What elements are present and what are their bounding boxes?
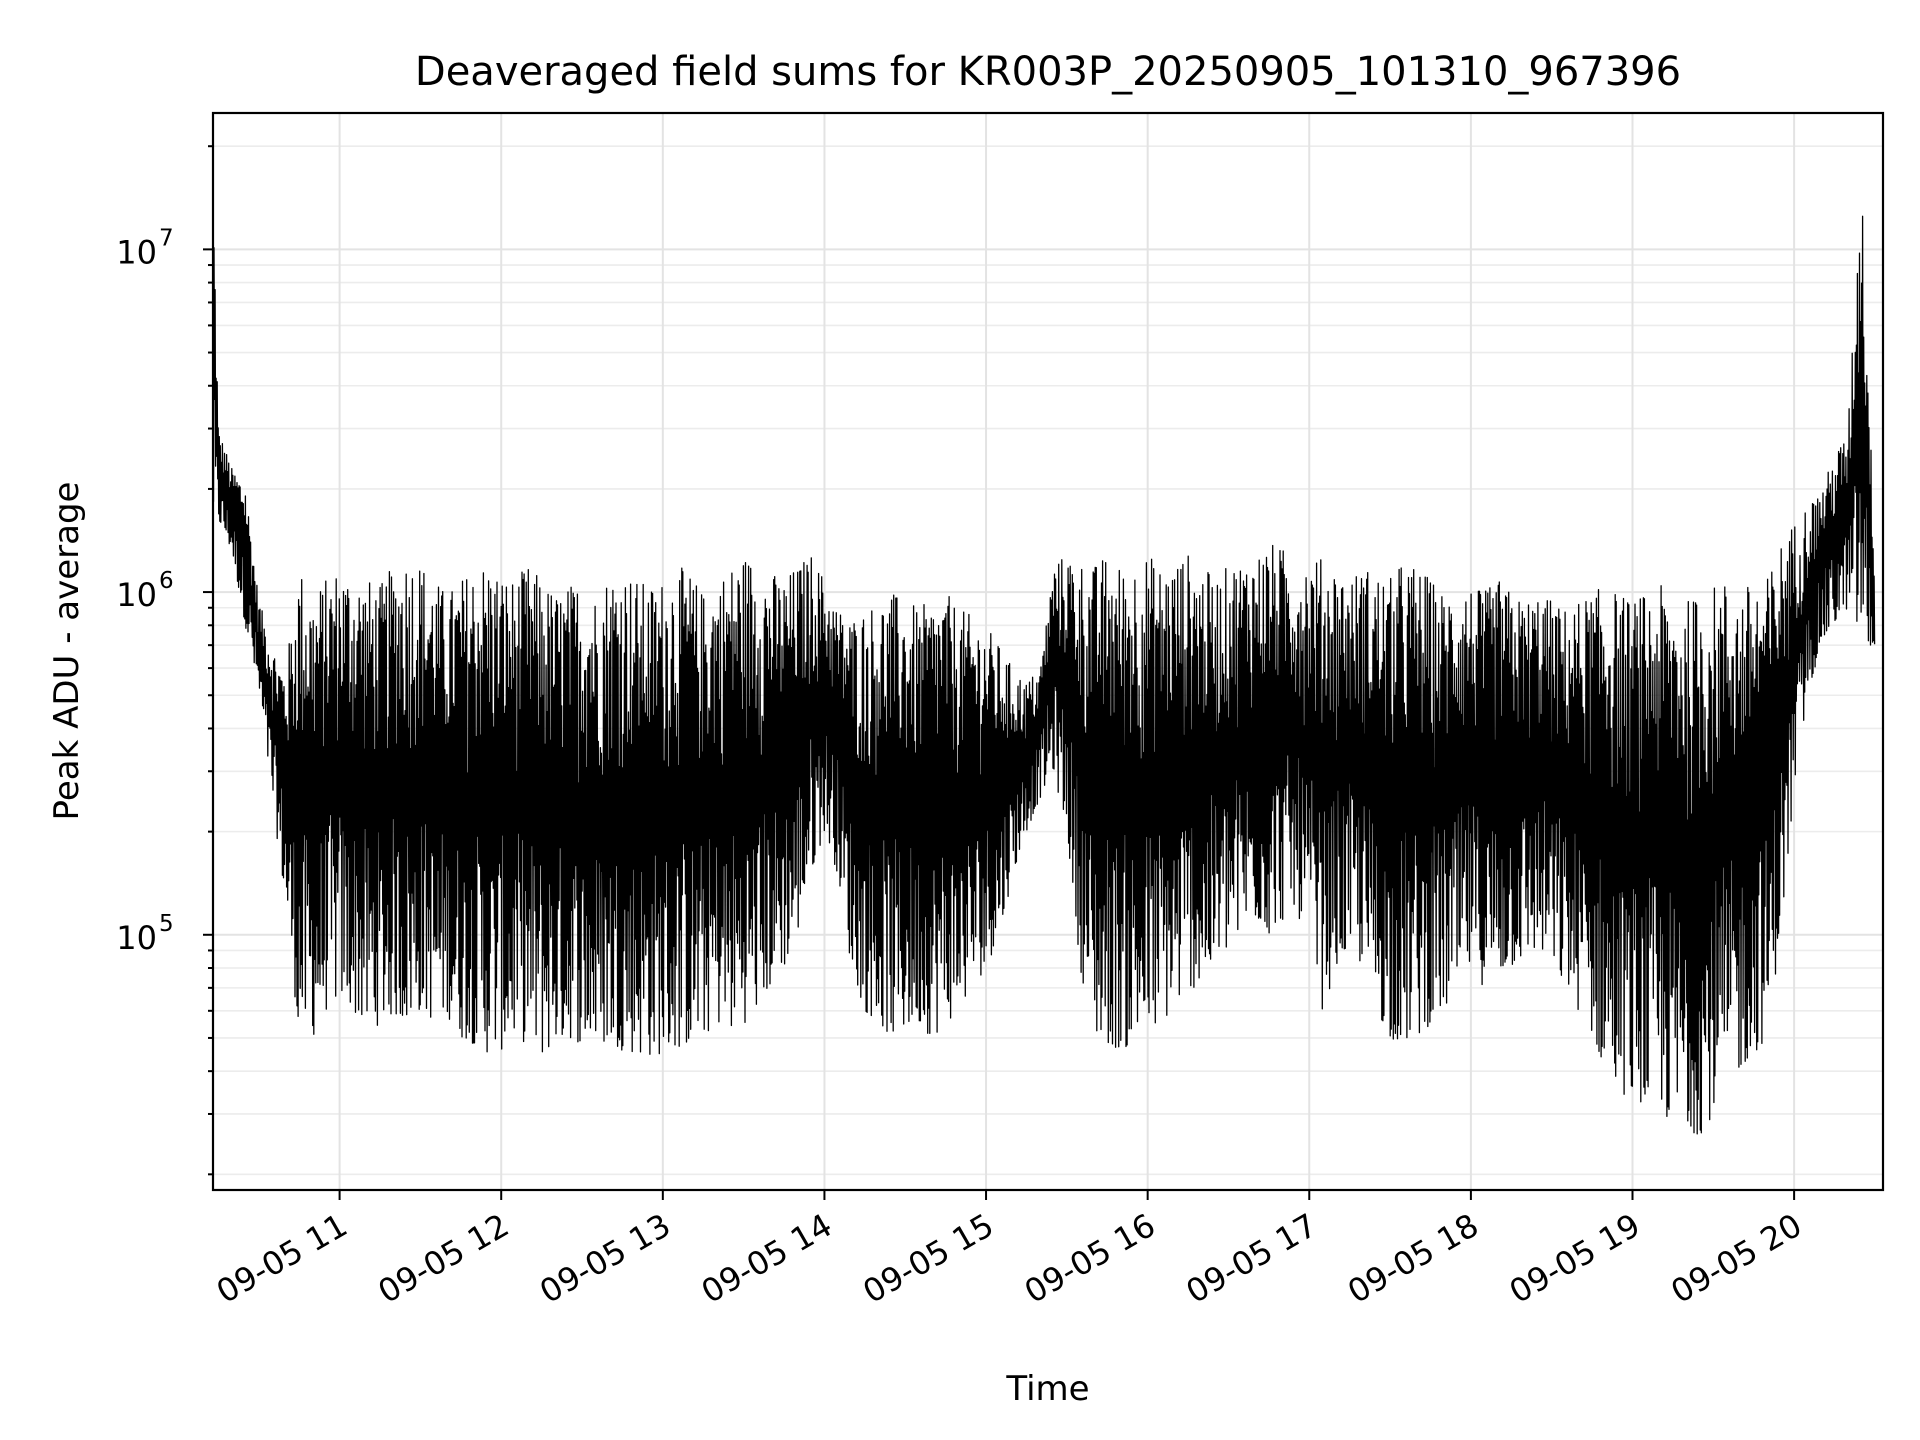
y-axis-label: Peak ADU - average [47, 482, 87, 821]
chart-title: Deaveraged field sums for KR003P_2025090… [415, 49, 1681, 95]
y-tick-base: 10 [116, 233, 157, 271]
y-tick-label: 10 6 [116, 568, 173, 614]
x-axis-label: Time [1005, 1369, 1089, 1409]
y-tick-base: 10 [116, 919, 157, 957]
x-tick-label: 09-05 15 [856, 1206, 1000, 1311]
x-tick-label: 09-05 17 [1180, 1206, 1324, 1311]
x-tick-label: 09-05 12 [372, 1206, 516, 1311]
x-tick-label: 09-05 20 [1665, 1206, 1809, 1311]
x-tick-label: 09-05 14 [695, 1206, 839, 1311]
x-tick-label: 09-05 19 [1503, 1206, 1647, 1311]
x-tick-label: 09-05 18 [1341, 1206, 1485, 1311]
x-tick-label: 09-05 13 [533, 1206, 677, 1311]
plot-frame [211, 111, 1885, 1192]
series-line [212, 199, 1876, 1135]
y-tick-exponent: 6 [159, 568, 174, 594]
x-tick-label: 09-05 11 [210, 1206, 354, 1311]
y-tick-exponent: 7 [159, 225, 174, 251]
y-tick-label: 10 5 [116, 911, 173, 957]
y-tick-label: 10 7 [116, 225, 173, 271]
x-tick-label: 09-05 16 [1018, 1206, 1162, 1311]
y-tick-exponent: 5 [159, 911, 174, 937]
y-tick-base: 10 [116, 576, 157, 614]
